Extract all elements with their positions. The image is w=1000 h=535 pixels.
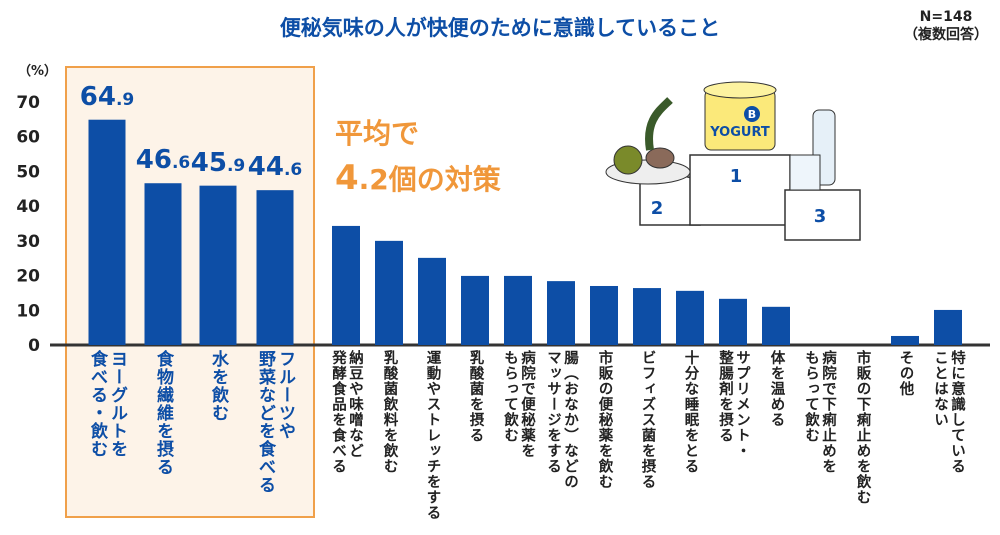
category-label: 乳酸菌飲料を飲む <box>381 350 398 474</box>
glass-icon <box>789 154 821 191</box>
y-axis-label: （%） <box>18 63 57 79</box>
data-label: 44.6 <box>247 152 303 183</box>
bar <box>590 285 618 345</box>
category-label: 病院で便秘薬を もらって飲む <box>502 350 535 459</box>
data-label: 64.9 <box>79 81 135 112</box>
category-label: 運動やストレッチをする <box>424 350 441 521</box>
svg-text:B: B <box>748 108 756 121</box>
y-tick-label: 60 <box>16 128 40 148</box>
bar <box>762 306 790 345</box>
podium-illustration: B YOGURT 1 2 3 <box>605 81 861 241</box>
sample-note: N=148 （複数回答） <box>904 9 988 43</box>
bar <box>199 185 237 345</box>
yogurt-icon <box>704 89 776 151</box>
y-tick-label: 10 <box>16 301 40 321</box>
rank-1-label: 1 <box>730 166 743 187</box>
category-label: 乳酸菌を摂る <box>467 350 484 443</box>
category-label: フルーツや 野菜などを食べる <box>255 350 295 494</box>
category-label: その他 <box>897 350 914 397</box>
bar <box>418 257 446 345</box>
data-label: 46.6 <box>135 145 191 176</box>
category-label: 食物繊維を摂る <box>153 350 173 476</box>
bar <box>676 290 704 345</box>
y-tick-label: 30 <box>16 232 40 252</box>
data-label: 45.9 <box>190 147 246 178</box>
bar <box>934 309 962 345</box>
y-tick-label: 20 <box>16 267 40 287</box>
category-label: サプリメント・ 整腸剤を摂る <box>717 350 750 459</box>
rank-3-label: 3 <box>814 206 827 227</box>
bar <box>332 225 360 345</box>
category-label: 病院で下痢止めを もらって飲む <box>803 350 836 474</box>
kiwi-icon <box>613 145 643 175</box>
category-label: 体を温める <box>768 350 785 428</box>
y-tick-label: 70 <box>16 93 40 113</box>
bar <box>144 183 182 345</box>
chart-title: 便秘気味の人が快便のために意識していること <box>279 16 721 40</box>
y-tick-label: 0 <box>28 336 40 356</box>
category-label: ヨーグルトを 食べる・飲む <box>87 350 127 458</box>
bar <box>375 240 403 345</box>
category-label: 腸（おなか）などの マッサージをする <box>545 350 578 490</box>
bar <box>504 275 532 345</box>
category-label: 納豆や味噌など 発酵食品を食べる <box>330 350 363 474</box>
bar <box>461 275 489 345</box>
svg-text:YOGURT: YOGURT <box>709 125 770 140</box>
bar <box>891 335 919 345</box>
category-label: 水を飲む <box>208 350 228 422</box>
average-annotation: 平均で 4.2個の対策 <box>335 117 501 198</box>
bar <box>88 119 126 345</box>
bar <box>256 190 294 345</box>
category-label: 十分な睡眠をとる <box>682 350 699 474</box>
y-tick-label: 50 <box>16 162 40 182</box>
category-label: 特に意識している ことはない <box>932 350 965 474</box>
category-label: 市販の下痢止めを飲む <box>854 350 871 505</box>
bar <box>547 281 575 345</box>
y-tick-label: 40 <box>16 197 40 217</box>
podium-3 <box>784 189 861 241</box>
mushroom-icon <box>645 147 675 169</box>
category-label: ビフィズス菌を摂る <box>639 350 656 490</box>
category-label: 市販の便秘薬を飲む <box>596 350 613 490</box>
bar <box>633 288 661 345</box>
bar <box>719 298 747 345</box>
greens-icon <box>645 97 673 151</box>
rank-2-label: 2 <box>651 198 664 219</box>
